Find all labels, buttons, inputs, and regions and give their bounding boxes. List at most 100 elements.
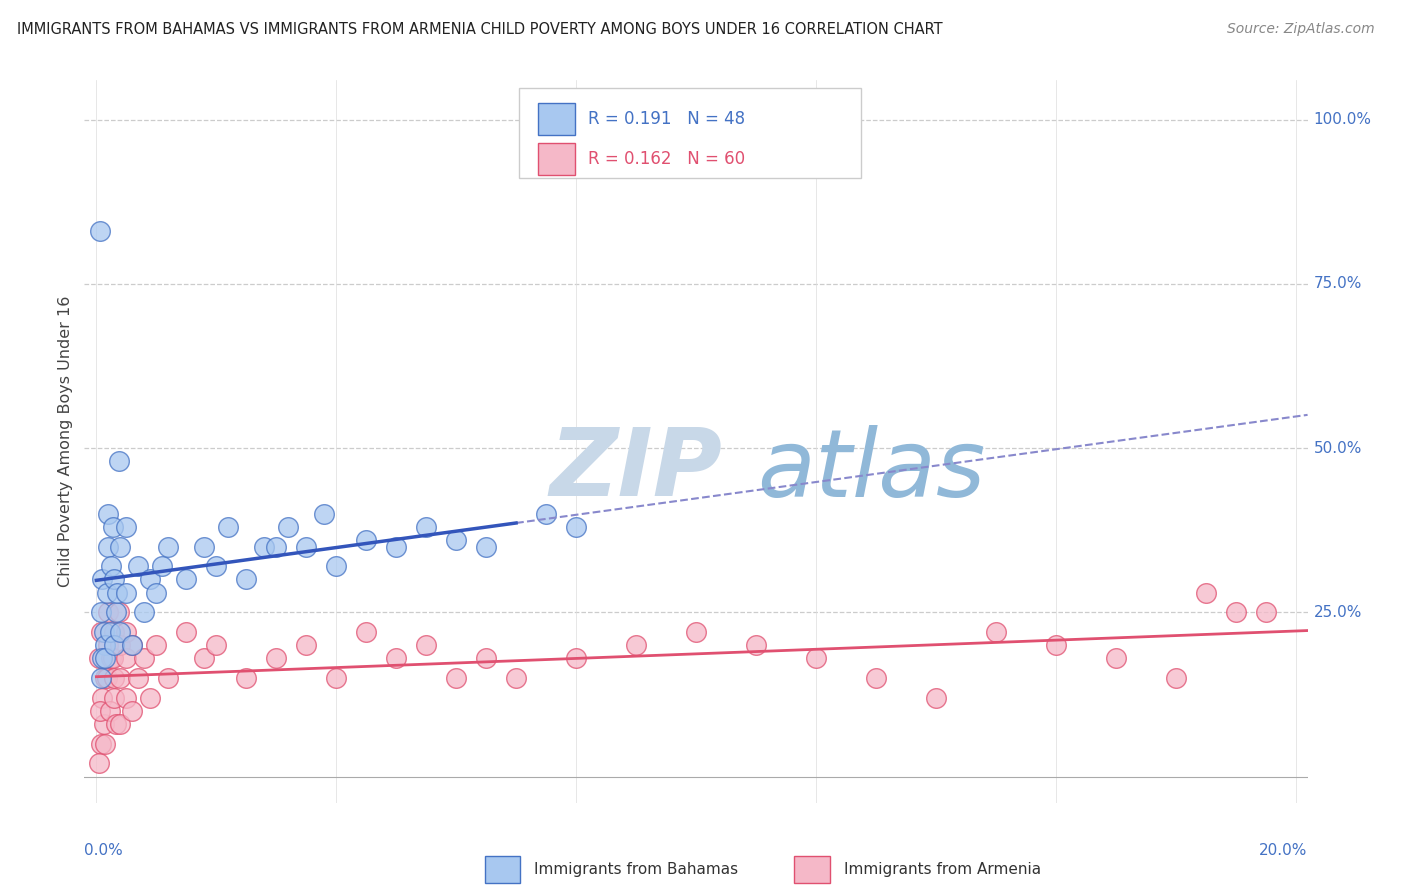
Point [134, 651, 156, 665]
Point [127, 671, 149, 685]
Text: 50.0%: 50.0% [1313, 441, 1362, 456]
Point [134, 605, 156, 619]
Point [101, 651, 124, 665]
Point [174, 573, 197, 587]
Point [354, 533, 377, 547]
Point [277, 520, 299, 534]
Point [193, 651, 215, 665]
Point [139, 573, 162, 587]
Text: Immigrants from Armenia: Immigrants from Armenia [844, 863, 1040, 877]
Point [110, 625, 132, 640]
Point [104, 605, 127, 619]
Point [115, 690, 138, 705]
Point [804, 651, 827, 665]
Point [253, 540, 276, 554]
Point [475, 651, 498, 665]
Point [157, 540, 180, 554]
Point [98, 704, 121, 718]
Point [193, 540, 215, 554]
Point [89, 224, 111, 238]
Point [205, 559, 228, 574]
Point [91, 573, 114, 587]
Point [121, 638, 143, 652]
Point [96, 671, 118, 685]
Point [505, 671, 527, 685]
Point [444, 533, 467, 547]
Point [145, 638, 167, 652]
Point [205, 638, 228, 652]
Point [150, 559, 173, 574]
Point [1045, 638, 1067, 652]
Point [94, 638, 117, 652]
Point [295, 540, 318, 554]
Point [103, 573, 125, 587]
Point [127, 559, 149, 574]
Text: ZIP: ZIP [550, 425, 723, 516]
Point [1195, 585, 1218, 599]
Point [314, 507, 336, 521]
Point [100, 651, 122, 665]
FancyBboxPatch shape [538, 103, 575, 136]
Text: R = 0.191   N = 48: R = 0.191 N = 48 [588, 111, 745, 128]
Point [105, 585, 128, 599]
Point [108, 454, 131, 468]
Point [415, 520, 437, 534]
Text: IMMIGRANTS FROM BAHAMAS VS IMMIGRANTS FROM ARMENIA CHILD POVERTY AMONG BOYS UNDE: IMMIGRANTS FROM BAHAMAS VS IMMIGRANTS FR… [17, 22, 942, 37]
Point [90, 671, 112, 685]
Point [565, 520, 588, 534]
Text: 0.0%: 0.0% [84, 843, 124, 857]
Point [264, 651, 287, 665]
Point [91, 651, 114, 665]
Point [354, 625, 377, 640]
Point [108, 605, 131, 619]
Point [121, 638, 143, 652]
Point [103, 625, 125, 640]
Point [217, 520, 239, 534]
Point [534, 507, 557, 521]
Text: 100.0%: 100.0% [1313, 112, 1372, 128]
Point [94, 651, 117, 665]
Point [110, 540, 132, 554]
Point [121, 704, 143, 718]
Point [90, 737, 112, 751]
Point [94, 737, 117, 751]
Point [97, 540, 120, 554]
Point [91, 690, 114, 705]
Point [415, 638, 437, 652]
Point [174, 625, 197, 640]
FancyBboxPatch shape [538, 143, 575, 175]
FancyBboxPatch shape [519, 87, 860, 178]
Point [325, 671, 347, 685]
Point [624, 638, 647, 652]
Point [1105, 651, 1128, 665]
Point [115, 625, 138, 640]
Point [865, 671, 887, 685]
Point [103, 671, 125, 685]
Point [87, 756, 110, 771]
Point [139, 690, 162, 705]
Point [325, 559, 347, 574]
Point [264, 540, 287, 554]
Text: 75.0%: 75.0% [1313, 277, 1362, 292]
Point [89, 651, 111, 665]
Point [100, 559, 122, 574]
Point [90, 605, 112, 619]
Point [97, 605, 120, 619]
Point [385, 540, 408, 554]
Point [145, 585, 167, 599]
Text: Source: ZipAtlas.com: Source: ZipAtlas.com [1227, 22, 1375, 37]
Point [110, 717, 132, 731]
Point [235, 671, 257, 685]
Text: 25.0%: 25.0% [1313, 605, 1362, 620]
Point [110, 671, 132, 685]
Text: atlas: atlas [758, 425, 986, 516]
Point [110, 638, 132, 652]
Point [115, 585, 138, 599]
Point [984, 625, 1007, 640]
Point [1225, 605, 1247, 619]
Point [444, 671, 467, 685]
Point [103, 638, 125, 652]
Point [94, 671, 117, 685]
Point [115, 520, 138, 534]
Point [1254, 605, 1277, 619]
